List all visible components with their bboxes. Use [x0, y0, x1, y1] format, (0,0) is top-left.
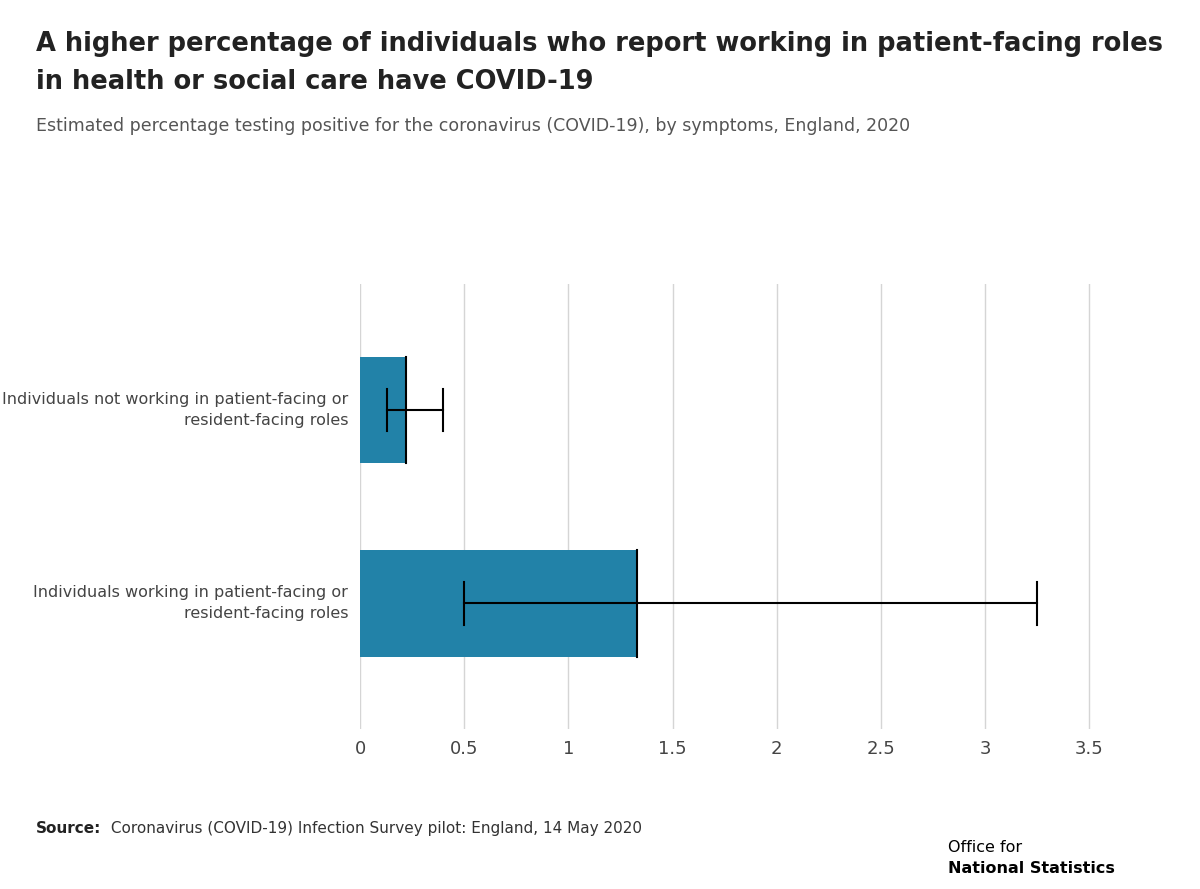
Text: Estimated percentage testing positive for the coronavirus (COVID-19), by symptom: Estimated percentage testing positive fo…	[36, 117, 910, 135]
Text: Office for: Office for	[948, 840, 1022, 855]
Bar	[360, 550, 637, 656]
Text: A higher percentage of individuals who report working in patient-facing roles: A higher percentage of individuals who r…	[36, 31, 1163, 57]
Text: Coronavirus (COVID-19) Infection Survey pilot: England, 14 May 2020: Coronavirus (COVID-19) Infection Survey …	[106, 821, 642, 836]
Text: in health or social care have COVID-19: in health or social care have COVID-19	[36, 69, 594, 95]
Text: Source:: Source:	[36, 821, 101, 836]
Text: National Statistics: National Statistics	[948, 861, 1115, 876]
Text: Individuals working in patient-facing or
resident-facing roles: Individuals working in patient-facing or…	[34, 585, 348, 621]
Bar	[360, 357, 406, 463]
Text: Individuals not working in patient-facing or
resident-facing roles: Individuals not working in patient-facin…	[1, 392, 348, 428]
